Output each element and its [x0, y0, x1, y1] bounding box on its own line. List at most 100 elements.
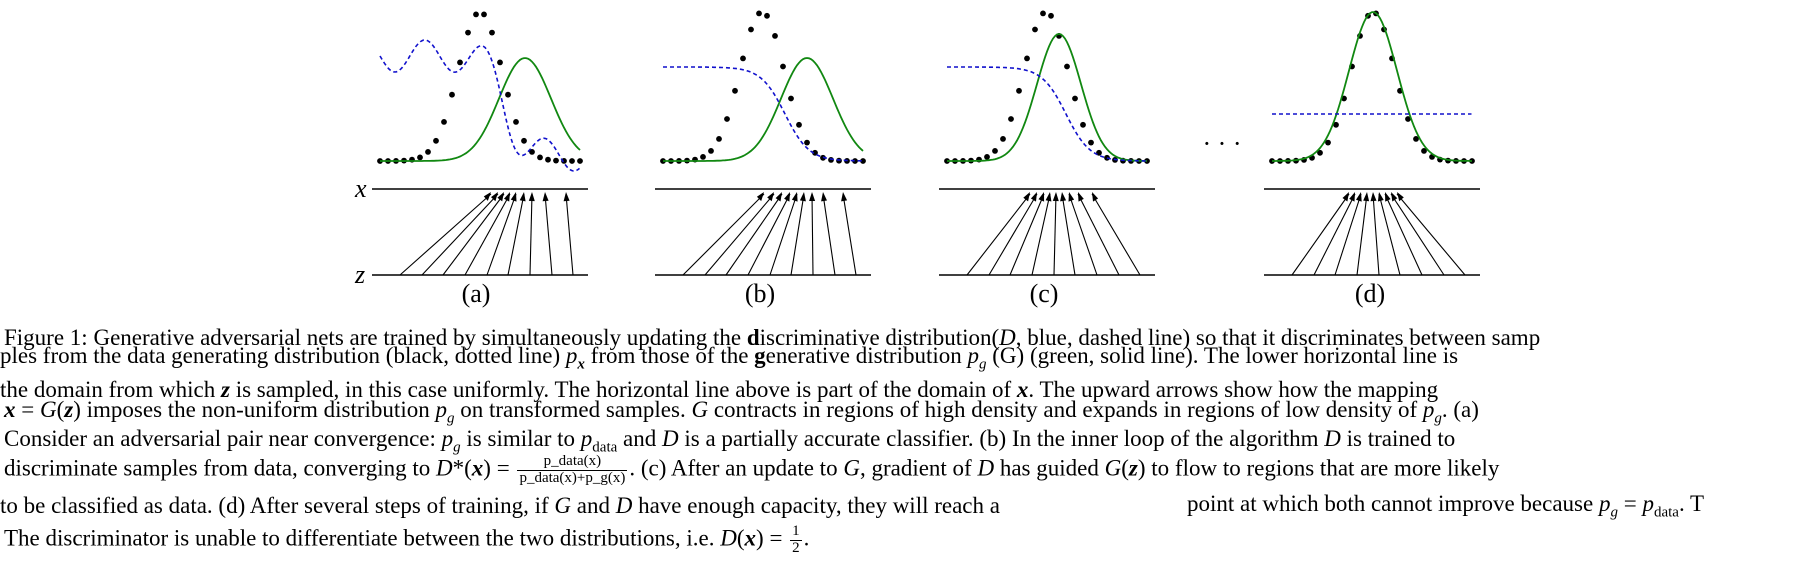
- data-distribution-point: [545, 156, 551, 163]
- data-distribution-point: [772, 33, 778, 39]
- mapping-arrow: [790, 193, 805, 276]
- mapping-arrowhead: [483, 192, 491, 201]
- mapping-arrow: [747, 193, 791, 276]
- data-distribution-point: [756, 10, 762, 17]
- generative-distribution-curve: [663, 57, 864, 162]
- data-distribution-point: [1016, 87, 1022, 94]
- mapping-arrow: [811, 193, 814, 276]
- data-distribution-point: [860, 158, 866, 164]
- panel-b: [655, 10, 871, 276]
- caption-line-2: ples from the data generating distributi…: [0, 343, 1459, 373]
- mapping-arrow: [1334, 193, 1362, 276]
- data-distribution-point: [1032, 26, 1038, 33]
- mapping-arrowhead: [1385, 192, 1391, 202]
- caption-line-4: x = G(z) imposes the non-uniform distrib…: [4, 397, 1479, 427]
- mapping-arrowhead: [563, 192, 570, 202]
- mapping-arrowhead: [1356, 192, 1362, 202]
- mapping-arrowhead: [1363, 192, 1370, 202]
- mapping-arrow: [1313, 193, 1356, 276]
- ellipsis: · · ·: [1203, 129, 1242, 158]
- mapping-arrowhead: [1397, 192, 1404, 202]
- data-distribution-point: [537, 154, 543, 161]
- data-distribution-point: [812, 149, 818, 156]
- panel-d: [1264, 10, 1480, 276]
- mapping-arrow: [1077, 193, 1120, 276]
- panel-c: [939, 10, 1155, 276]
- mapping-arrow: [988, 193, 1038, 276]
- caption-line-6: discriminate samples from data, convergi…: [4, 453, 1500, 486]
- mapping-arrow: [421, 193, 499, 276]
- data-distribution-point: [1008, 116, 1014, 122]
- data-distribution-point: [1048, 12, 1054, 19]
- data-distribution-point: [489, 29, 495, 36]
- caption-line-7-continued: point at which both cannot improve becau…: [1187, 491, 1705, 521]
- mapping-arrowhead: [1092, 192, 1099, 202]
- data-distribution-point: [1317, 149, 1323, 156]
- mapping-arrowhead: [767, 192, 774, 202]
- caption-line-7: to be classified as data. (d) After seve…: [0, 493, 1000, 518]
- data-distribution-point: [553, 157, 559, 164]
- panel-label-d: (d): [1355, 279, 1385, 308]
- mapping-arrow: [464, 193, 511, 276]
- data-distribution-point: [708, 148, 714, 154]
- optimal-discriminator-fraction: p_data(x) p_data(x)+p_g(x): [517, 453, 628, 486]
- data-distribution-point: [513, 119, 519, 125]
- mapping-arrow: [1061, 193, 1076, 276]
- mapping-arrow: [725, 193, 783, 276]
- mapping-arrowhead: [497, 192, 504, 202]
- mapping-arrowhead: [1030, 192, 1037, 202]
- mapping-arrow: [842, 193, 857, 276]
- data-distribution-point: [1080, 121, 1086, 128]
- data-distribution-point: [449, 91, 455, 98]
- mapping-arrow: [399, 193, 492, 276]
- data-distribution-point: [1064, 63, 1070, 70]
- mapping-arrowhead: [1023, 192, 1030, 202]
- data-distribution-point: [577, 158, 583, 164]
- data-distribution-point: [1040, 10, 1046, 17]
- caption-line-5: Consider an adversarial pair near conver…: [4, 426, 1456, 456]
- mapping-arrow: [544, 193, 553, 276]
- data-distribution-point: [433, 137, 439, 144]
- mapping-arrow: [1091, 193, 1141, 276]
- panel-label-b: (b): [745, 279, 775, 308]
- data-distribution-point: [992, 148, 998, 154]
- mapping-arrow: [704, 193, 775, 276]
- mapping-arrow: [529, 193, 533, 276]
- generative-distribution-curve: [380, 57, 581, 162]
- panel-label-c: (c): [1030, 279, 1059, 308]
- discriminator-curve: [663, 66, 863, 162]
- caption-line-1: Figure 1: Generative adversarial nets ar…: [4, 325, 1541, 350]
- mapping-arrowhead: [799, 192, 806, 202]
- data-distribution-point: [1325, 139, 1331, 146]
- mapping-arrow: [682, 193, 765, 276]
- data-distribution-point: [481, 11, 487, 18]
- data-distribution-point: [417, 154, 423, 161]
- data-distribution-point: [441, 119, 447, 125]
- data-distribution-point: [1421, 148, 1427, 154]
- mapping-arrowhead: [784, 192, 790, 202]
- data-distribution-point: [521, 137, 527, 144]
- z-axis-label: z: [354, 260, 365, 289]
- data-distribution-point: [1405, 116, 1411, 122]
- mapping-arrowhead: [809, 192, 816, 201]
- mapping-arrow: [1372, 193, 1380, 276]
- mapping-arrowhead: [821, 192, 827, 202]
- mapping-arrow: [1068, 193, 1098, 276]
- data-distribution-point: [724, 116, 730, 122]
- mapping-arrow: [966, 193, 1031, 276]
- panel-a: [372, 11, 588, 276]
- mapping-arrowhead: [1370, 192, 1377, 202]
- mapping-arrow: [1390, 193, 1445, 276]
- caption-line-8: The discriminator is unable to different…: [4, 523, 810, 556]
- data-distribution-point: [804, 139, 810, 146]
- mapping-arrow: [442, 193, 505, 276]
- mapping-arrowhead: [519, 192, 526, 202]
- mapping-arrow: [1053, 193, 1057, 276]
- mapping-arrowhead: [1060, 192, 1067, 202]
- mapping-arrow: [1356, 193, 1368, 276]
- mapping-arrowhead: [1068, 192, 1075, 202]
- data-distribution-point: [716, 136, 722, 142]
- data-distribution-point: [569, 158, 575, 164]
- mapping-arrow: [1396, 193, 1466, 276]
- mapping-arrowhead: [1391, 192, 1398, 202]
